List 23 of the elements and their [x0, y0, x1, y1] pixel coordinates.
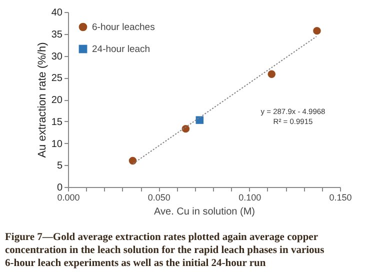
caption: Figure 7—Gold average extraction rates plotted again average copper concentration in the leach solution for the rapid leach phases in various 6-hour leach experiments as well as the initial 24-hour run: [5, 232, 324, 269]
y-tick-label: 35: [51, 29, 63, 40]
x-tick-label: 0.000: [57, 192, 80, 202]
legend-label: 24-hour leach: [92, 44, 150, 55]
point: [196, 116, 204, 124]
y-axis-title: Au extraction rate (%/h): [36, 42, 48, 158]
y-tick-label: 40: [51, 8, 63, 18]
y-tick-label: 15: [51, 116, 63, 128]
point: [128, 156, 137, 165]
y-tick-label: 5: [56, 160, 63, 172]
y-tick-label: 30: [51, 51, 63, 62]
x-tick-label: 0.100: [238, 192, 262, 202]
legend-label: 6-hour leaches: [92, 22, 156, 33]
y-tick-label: 10: [51, 138, 63, 150]
y-tick-label: 20: [51, 95, 63, 106]
x-axis-title: Ave. Cu in solution (M): [154, 206, 255, 218]
point: [313, 26, 321, 35]
y-tick-label: 25: [51, 73, 63, 84]
x-tick-label: 0.050: [148, 192, 170, 202]
y-tick-label: 0: [56, 182, 63, 194]
point: [268, 70, 276, 78]
point: [182, 124, 190, 133]
x-tick-label: 0.150: [329, 192, 352, 202]
